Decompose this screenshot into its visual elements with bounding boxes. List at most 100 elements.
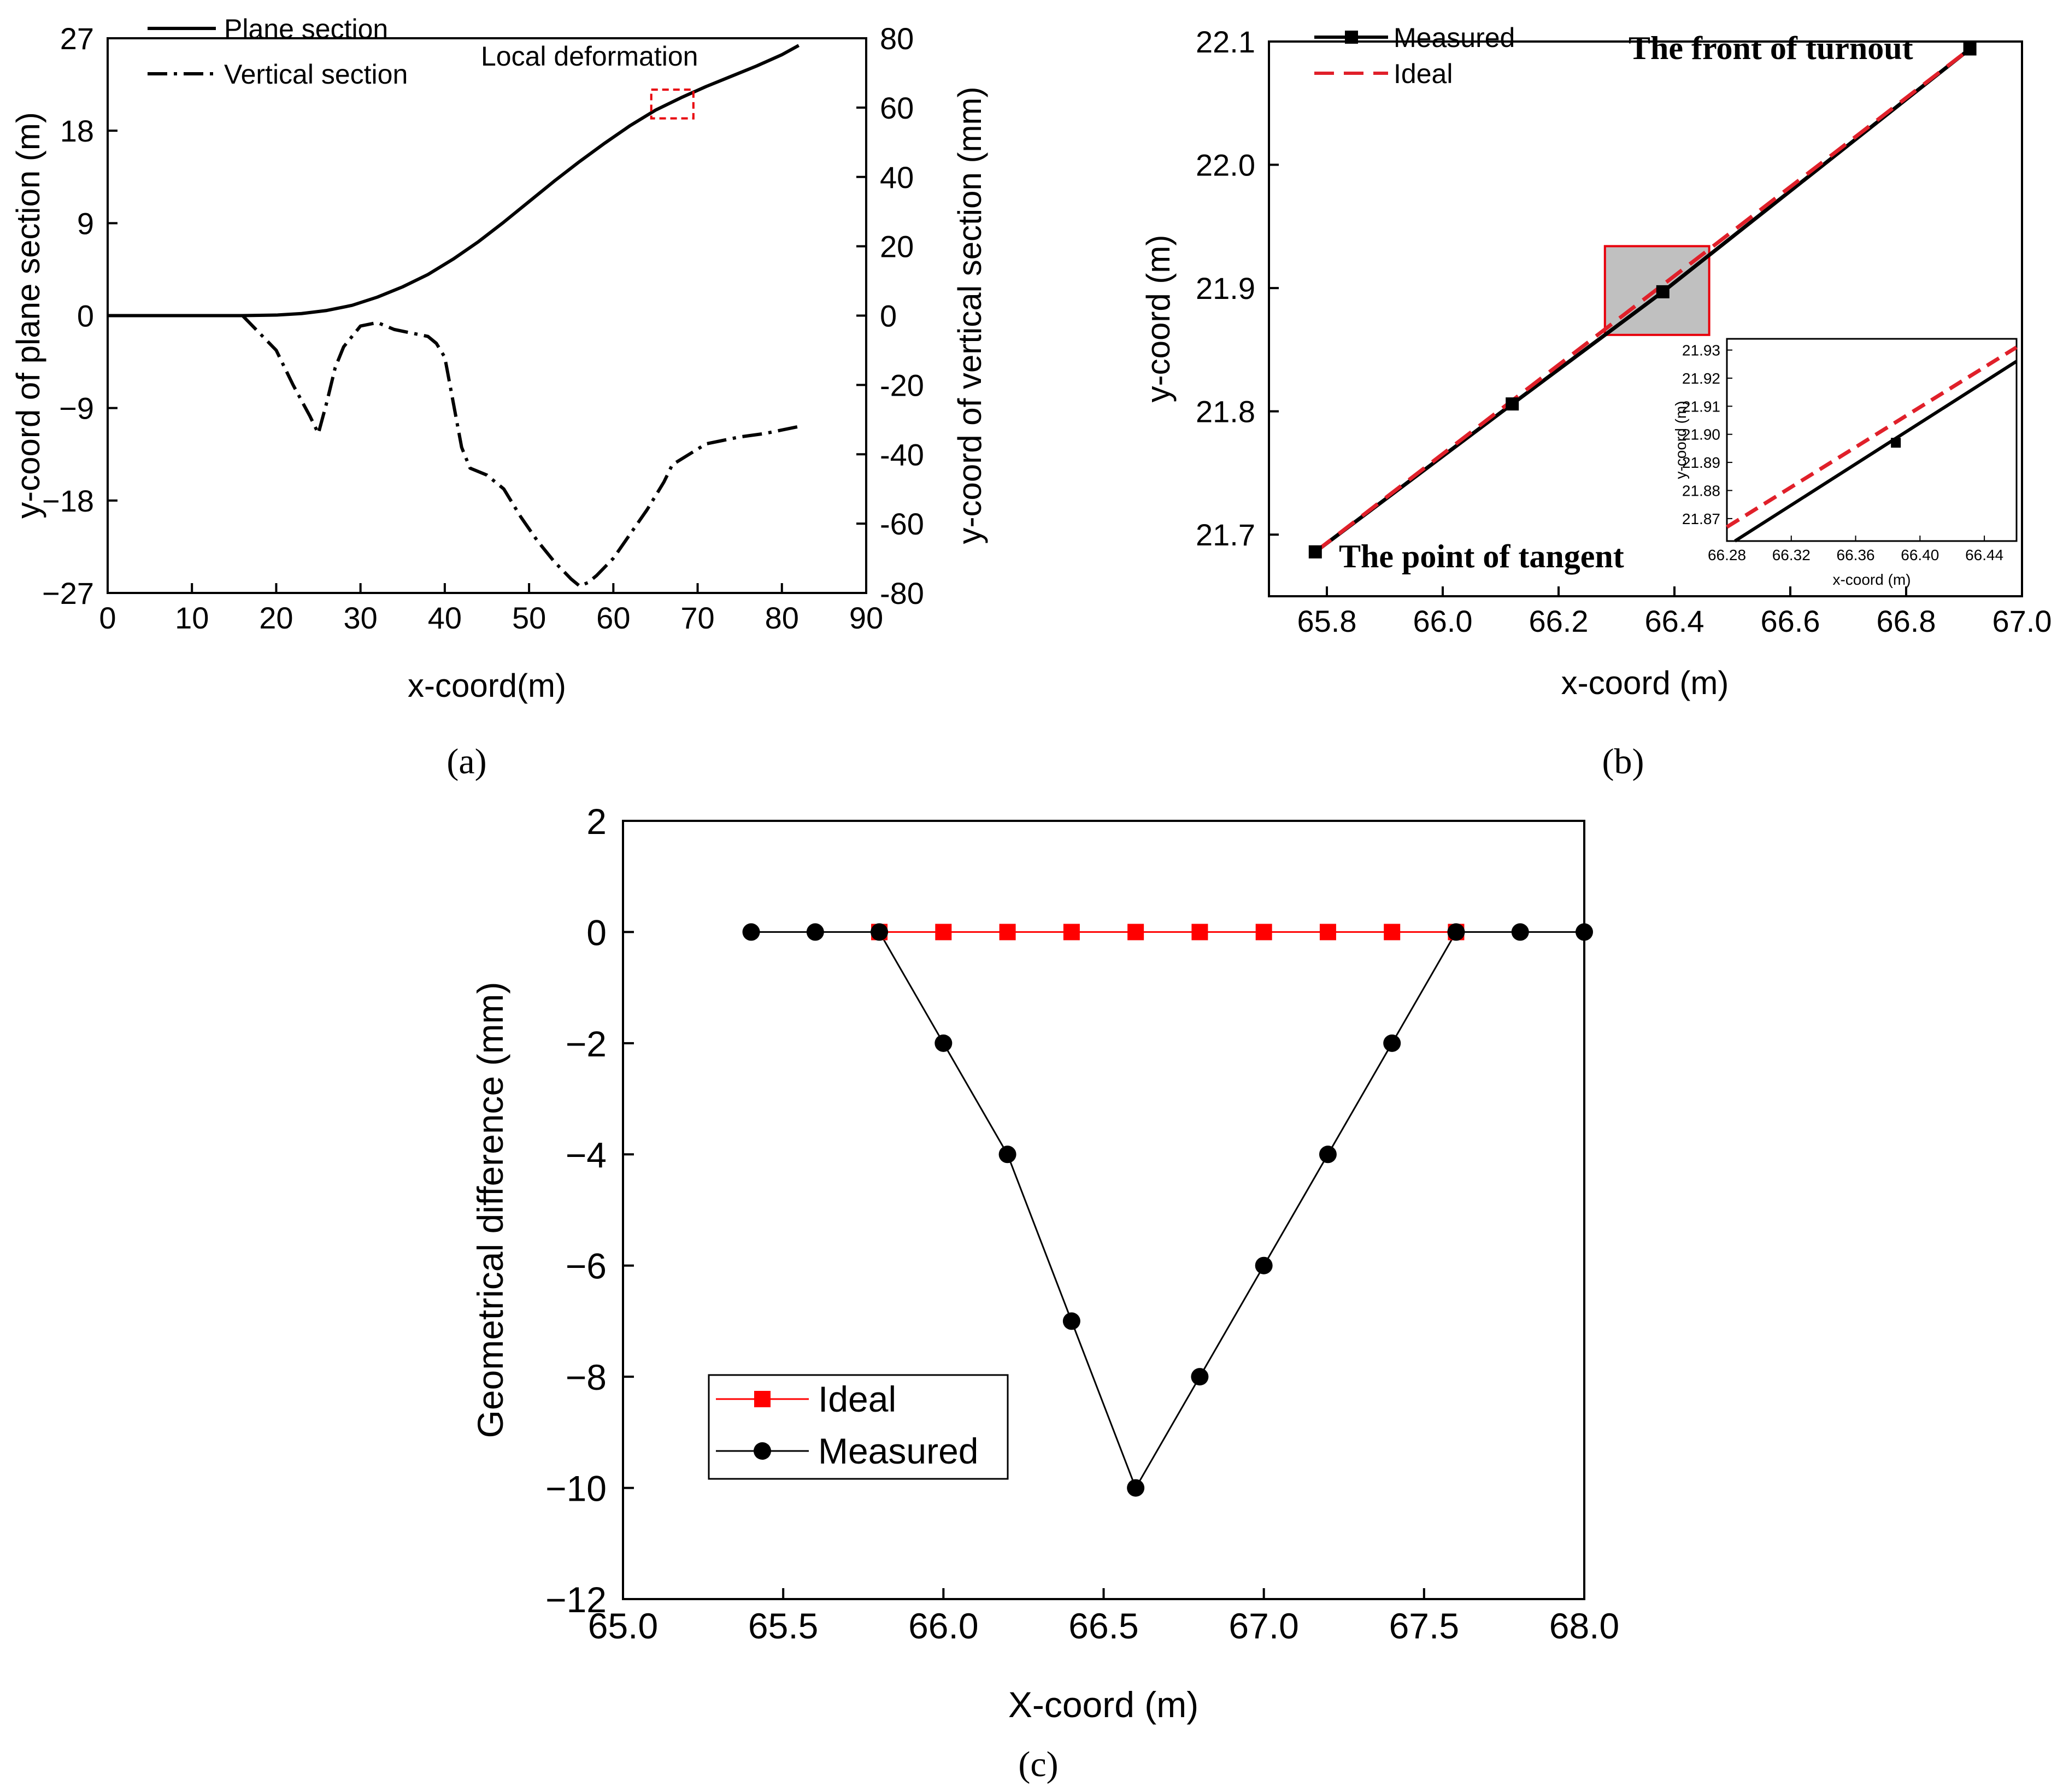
y-tick-label-right: 40 <box>880 160 914 195</box>
inset-data-point-measured <box>1891 438 1901 448</box>
panel-b-annotation-start: The point of tangent <box>1339 538 1624 574</box>
panel-a-legend: Plane section Vertical section <box>148 14 408 90</box>
panel-b-x-ticks: 65.8 66.0 66.2 66.4 66.6 66.8 67.0 <box>1297 586 2052 638</box>
y-tick-label-left: −18 <box>42 484 94 518</box>
y-tick-label-right: -20 <box>880 368 924 402</box>
panel-a-x-ticks: 0 10 20 30 40 50 60 70 80 90 <box>99 583 883 635</box>
inset-y-tick-label: 21.89 <box>1682 454 1720 471</box>
panel-c-y-axis-label: Geometrical difference (mm) <box>470 982 510 1438</box>
y-tick-label: 22.1 <box>1196 25 1255 59</box>
x-tick-label: 68.0 <box>1549 1606 1619 1646</box>
y-tick-label: 21.9 <box>1196 271 1255 305</box>
series-line-ideal <box>1314 47 1971 554</box>
y-tick-label: 22.0 <box>1196 148 1255 183</box>
data-point-ideal <box>1191 924 1208 941</box>
x-tick-label: 30 <box>344 601 378 635</box>
data-point-ideal <box>1063 924 1080 941</box>
y-tick-label-right: 60 <box>880 91 914 125</box>
x-tick-label: 65.5 <box>748 1606 818 1646</box>
data-point-measured <box>871 923 889 941</box>
panel-b-legend: Measured Ideal <box>1314 22 1515 89</box>
legend-label-measured-b: Measured <box>1394 22 1515 53</box>
x-tick-label: 66.4 <box>1645 604 1704 638</box>
y-tick-label: 21.8 <box>1196 395 1255 429</box>
panel-c-series <box>742 923 1593 1497</box>
data-point-measured <box>1511 923 1529 941</box>
legend-label-ideal-b: Ideal <box>1394 58 1453 89</box>
series-line-plane-section <box>108 44 800 318</box>
data-point-ideal <box>999 924 1016 941</box>
x-tick-label: 66.0 <box>1413 604 1473 638</box>
panel-b: 65.8 66.0 66.2 66.4 66.6 66.8 67.0 21.721.821.… <box>1140 22 2052 782</box>
data-point-measured <box>1255 1256 1273 1274</box>
y-tick-label: 21.7 <box>1196 518 1255 552</box>
panel-b-caption: (b) <box>1602 742 1644 782</box>
inset-x-axis-label: x-coord (m) <box>1832 571 1911 588</box>
panel-b-annotation-end: The front of turnout <box>1629 30 1913 66</box>
panel-c-legend: Ideal Measured <box>708 1374 1009 1480</box>
inset-x-ticks: 66.28 66.32 66.36 66.40 66.44 <box>1708 536 2003 563</box>
panel-b-inset: 66.28 66.32 66.36 66.40 66.44 21.8721.8821.8… <box>1672 338 2018 588</box>
inset-series-line-ideal <box>1726 345 2018 529</box>
inset-x-tick-label: 66.44 <box>1965 547 2003 563</box>
panel-c-caption: (c) <box>1018 1744 1058 1784</box>
x-tick-label: 66.8 <box>1877 604 1936 638</box>
y-tick-label-right: 80 <box>880 21 914 56</box>
data-point-measured <box>1656 285 1670 298</box>
panel-b-series <box>1308 42 1977 559</box>
panel-c-x-ticks: 65.0 65.5 66.0 66.5 67.0 67.5 68.0 <box>588 1588 1619 1646</box>
inset-x-tick-label: 66.28 <box>1708 547 1746 563</box>
legend-label-ideal-c: Ideal <box>818 1379 896 1419</box>
x-tick-label: 66.5 <box>1068 1606 1138 1646</box>
panel-a-y-axis-label-left: y-coord of plane section (m) <box>10 112 46 519</box>
panel-b-y-ticks: 21.7 21.8 21.9 22.0 22.1 <box>1196 25 1279 552</box>
x-tick-label: 80 <box>765 601 799 635</box>
inset-x-tick-label: 66.36 <box>1837 547 1875 563</box>
data-point-measured <box>1191 1368 1209 1386</box>
y-tick-label: −2 <box>566 1024 607 1064</box>
y-tick-label-left: 27 <box>60 21 94 56</box>
panel-b-y-axis-label: y-coord (m) <box>1140 235 1177 403</box>
y-tick-label-right: 0 <box>880 299 897 333</box>
legend-label-vertical-section: Vertical section <box>224 59 408 90</box>
x-tick-label: 65.0 <box>588 1606 658 1646</box>
y-tick-label-left: 0 <box>77 299 94 333</box>
data-point-measured <box>1963 42 1977 56</box>
inset-y-tick-label: 21.93 <box>1682 342 1720 359</box>
data-point-measured <box>998 1145 1016 1164</box>
x-tick-label: 90 <box>849 601 883 635</box>
inset-y-ticks: 21.87 21.88 21.89 21.90 21.91 21.92 21.93 <box>1682 342 1732 527</box>
legend-marker-measured-b <box>1345 31 1358 44</box>
data-point-measured <box>934 1034 953 1052</box>
y-tick-label-left: −27 <box>42 576 94 610</box>
data-point-measured <box>1062 1312 1080 1330</box>
data-point-measured <box>1447 923 1465 941</box>
panel-a-series <box>108 44 800 588</box>
panel-a: 0 10 20 30 40 50 60 70 80 90 −27 −18 −9 0 9 18 27 -80 -6… <box>10 14 988 782</box>
x-tick-label: 66.6 <box>1761 604 1820 638</box>
x-tick-label: 70 <box>680 601 714 635</box>
legend-label-measured-c: Measured <box>818 1431 979 1471</box>
panel-a-y-ticks-right: -80 -60 -40 -20 0 20 40 60 80 <box>856 21 924 610</box>
panel-c-y-ticks: 2 0 −2 −4 −6 −8 −10 −12 <box>545 801 634 1620</box>
y-tick-label: −4 <box>566 1135 607 1175</box>
legend-marker-measured-c <box>754 1442 771 1460</box>
data-point-ideal <box>1255 924 1272 941</box>
x-tick-label: 65.8 <box>1297 604 1357 638</box>
inset-y-tick-label: 21.87 <box>1682 510 1720 527</box>
x-tick-label: 0 <box>99 601 116 635</box>
y-tick-label-right: -80 <box>880 576 924 610</box>
y-tick-label: −6 <box>566 1246 607 1286</box>
inset-series <box>1726 345 2018 543</box>
panel-c: 65.0 65.5 66.0 66.5 67.0 67.5 68.0 2 0 −2 −4 −6 −8 −… <box>470 801 1619 1784</box>
data-point-ideal <box>1319 924 1336 941</box>
y-tick-label: 2 <box>586 801 607 842</box>
x-tick-label: 10 <box>175 601 209 635</box>
inset-plot-frame <box>1726 338 2018 542</box>
inset-y-tick-label: 21.91 <box>1682 398 1720 415</box>
data-point-ideal <box>935 924 952 941</box>
x-tick-label: 66.2 <box>1529 604 1589 638</box>
inset-x-tick-label: 66.32 <box>1772 547 1811 563</box>
y-tick-label-right: 20 <box>880 230 914 264</box>
